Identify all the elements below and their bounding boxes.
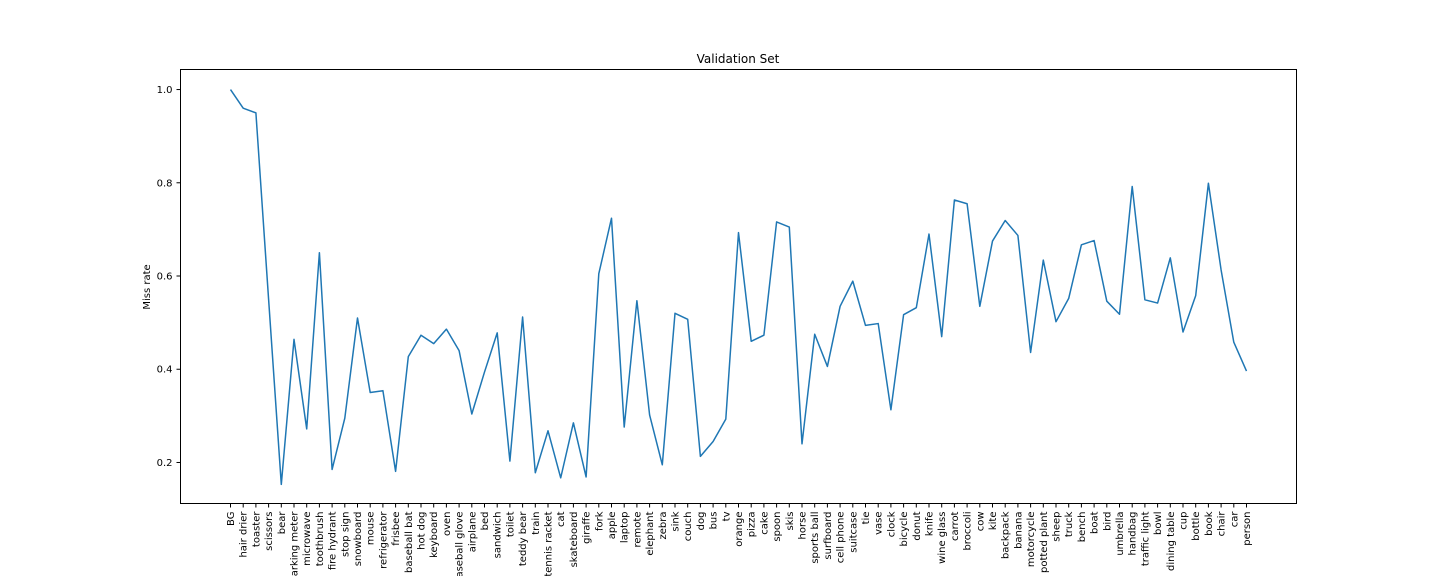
y-tick-label: 0.4 (157, 365, 173, 376)
x-tick-label: wine glass (937, 512, 948, 564)
x-tick-label: sheep (1052, 512, 1063, 542)
x-tick-label: giraffe (582, 512, 593, 544)
x-tick-label: potted plant (1039, 511, 1050, 573)
x-tick-label: bed (480, 512, 491, 531)
x-tick-label: sink (671, 511, 682, 531)
x-tick-label: dining table (1166, 512, 1177, 571)
x-tick-label: stop sign (340, 512, 351, 557)
x-tick-label: mouse (366, 512, 377, 546)
x-tick-label: skateboard (569, 512, 580, 568)
x-tick-label: hair drier (239, 511, 250, 558)
x-tick-label: baseball bat (404, 511, 415, 573)
x-tick-label: traffic light (1140, 511, 1151, 566)
x-tick-label: clock (886, 511, 897, 537)
x-tick-label: bottle (1191, 512, 1202, 541)
x-tick-label: elephant (645, 511, 656, 555)
plot-area: 0.2 0.4 0.6 0.8 1.0 BG hair drier toaster scisso… (157, 85, 1253, 576)
x-tick-label: carrot (950, 511, 961, 541)
chart-title: Validation Set (697, 52, 780, 66)
x-tick-label: toilet (505, 511, 516, 537)
x-tick-label: orange (734, 512, 745, 547)
x-tick-label: cell phone (836, 512, 847, 564)
x-tick-label: bicycle (899, 512, 910, 547)
x-tick-label: chair (1217, 511, 1228, 537)
x-tick-label: apple (607, 512, 618, 540)
x-tick-label: zebra (658, 512, 669, 540)
x-tick-label: sandwich (493, 512, 504, 559)
x-tick-label: airplane (467, 512, 478, 553)
x-tick-label: dog (696, 512, 707, 531)
x-tick-label: toaster (251, 511, 262, 547)
x-tick-label: cat (556, 511, 567, 527)
x-tick-label: bear (277, 511, 288, 535)
x-tick-label: remote (632, 512, 643, 548)
x-tick-label: hot dog (417, 512, 428, 550)
x-tick-label: book (1204, 511, 1215, 536)
x-tick-label: umbrella (1115, 512, 1126, 556)
series-line (229, 89, 1248, 486)
x-tick-label: knife (925, 512, 936, 537)
x-tick-label: tv (721, 511, 732, 521)
x-tick-label: toothbrush (315, 512, 326, 567)
x-tick-label: backpack (1001, 511, 1012, 559)
x-tick-label: bird (1102, 512, 1113, 531)
x-tick-label: cup (1179, 512, 1190, 530)
x-tick-label: broccoli (963, 512, 974, 551)
x-tick-label: couch (683, 512, 694, 542)
x-tick-label: oven (442, 512, 453, 537)
x-tick-label: bus (709, 512, 720, 530)
x-tick-label: train (531, 512, 542, 535)
x-tick-label: tennis racket (544, 511, 555, 576)
x-tick-label: fire hydrant (328, 511, 339, 570)
x-tick-label: bench (1077, 512, 1088, 543)
x-tick-label: snowboard (353, 512, 364, 567)
x-tick-label: microwave (302, 512, 313, 566)
y-tick-label: 0.6 (157, 272, 173, 283)
plot-frame (180, 69, 1297, 504)
y-tick-label: 0.2 (157, 458, 173, 469)
x-tick-label: vase (874, 512, 885, 535)
x-tick-label: kite (988, 512, 999, 531)
x-tick-label: boat (1090, 511, 1101, 534)
x-tick-label: handbag (1128, 512, 1139, 556)
x-tick-label: tie (861, 512, 872, 525)
y-tick-label: 0.8 (157, 178, 173, 189)
x-tick-label: teddy bear (518, 511, 529, 566)
x-tick-label: spoon (772, 512, 783, 542)
x-tick-label: bowl (1153, 512, 1164, 535)
x-tick-label: scissors (264, 512, 275, 551)
x-tick-label: parking meter (290, 511, 301, 576)
x-tick-label: donut (912, 511, 923, 540)
x-tick-label: truck (1064, 511, 1075, 537)
x-tick-label: skis (785, 512, 796, 531)
x-tick-label: cow (975, 512, 986, 532)
x-tick-label: pizza (747, 512, 758, 538)
x-tick-label: person (1242, 512, 1253, 546)
x-tick-label: cake (759, 512, 770, 535)
x-tick-label: frisbee (391, 512, 402, 546)
x-tick-label: BG (226, 512, 237, 526)
x-tick-label: fork (594, 511, 605, 531)
x-tick-label: suitcase (848, 512, 859, 553)
x-tick-label: keyboard (429, 512, 440, 558)
x-tick-label: banana (1013, 512, 1024, 549)
x-tick-label: laptop (620, 512, 631, 544)
x-tick-label: baseball glove (455, 511, 466, 576)
y-tick-label: 1.0 (157, 85, 173, 96)
x-tick-label: surfboard (823, 512, 834, 560)
x-tick-label: refrigerator (378, 511, 389, 569)
x-tick-label: horse (798, 512, 809, 540)
x-tick-label: car (1229, 511, 1240, 528)
x-tick-label: motorcycle (1026, 512, 1037, 568)
x-tick-label: sports ball (810, 512, 821, 564)
y-axis-label: Miss rate (142, 264, 153, 309)
